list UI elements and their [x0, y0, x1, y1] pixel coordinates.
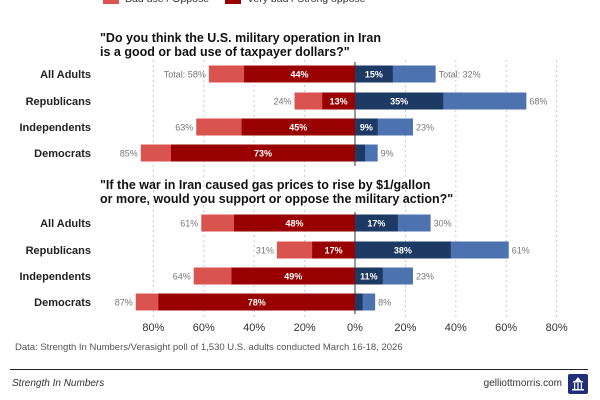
bar-oppose-strong	[322, 92, 355, 110]
label-oppose-strong: 44%	[291, 70, 309, 80]
bar-support-strong	[355, 65, 393, 83]
group-label: Republicans	[26, 96, 91, 108]
bar-oppose-strong	[241, 118, 355, 136]
group-label: Republicans	[26, 245, 91, 257]
group-label: Independents	[19, 271, 91, 283]
label-oppose-total: 64%	[173, 272, 191, 282]
label-oppose-total: Total: 58%	[164, 70, 206, 80]
source-note: Data: Strength In Numbers/Verasight poll…	[15, 342, 403, 353]
capitol-icon	[568, 374, 588, 394]
question-title: or more, would you support or oppose the…	[100, 192, 453, 206]
legend-label-oppose: Bad use / Oppose	[125, 0, 209, 5]
bar-oppose-strong	[312, 241, 355, 259]
label-oppose-strong: 17%	[325, 246, 343, 256]
label-oppose-total: 61%	[180, 219, 198, 229]
label-oppose-strong: 73%	[254, 149, 272, 159]
label-support-strong: 35%	[390, 97, 408, 107]
x-tick-label: 80%	[142, 322, 164, 334]
label-oppose-strong: 13%	[330, 97, 348, 107]
label-oppose-total: 87%	[115, 298, 133, 308]
label-support-total: 61%	[512, 246, 530, 256]
label-support-strong: 11%	[360, 272, 378, 282]
x-tick-label: 0%	[347, 322, 363, 334]
label-oppose-strong: 78%	[248, 298, 266, 308]
group-label: Independents	[19, 122, 91, 134]
x-tick-label: 20%	[394, 322, 416, 334]
label-support-total: 23%	[416, 123, 434, 133]
bar-oppose-strong	[158, 293, 355, 311]
label-oppose-total: 24%	[274, 97, 292, 107]
label-oppose-strong: 45%	[289, 123, 307, 133]
question-title: "Do you think the U.S. military operatio…	[100, 31, 381, 45]
label-support-total: 30%	[434, 219, 452, 229]
bar-support-strong	[355, 214, 398, 232]
label-support-total: 8%	[378, 298, 391, 308]
label-support-total: 23%	[416, 272, 434, 282]
group-label: All Adults	[40, 218, 91, 230]
x-tick-label: 60%	[495, 322, 517, 334]
group-label: All Adults	[40, 69, 91, 81]
bar-support-strong	[355, 144, 366, 162]
group-label: Democrats	[34, 297, 91, 309]
x-tick-label: 40%	[243, 322, 265, 334]
bar-oppose-strong	[231, 267, 355, 285]
label-support-total: 9%	[381, 149, 394, 159]
x-tick-label: 40%	[445, 322, 467, 334]
footer-site-link[interactable]: gelliottmorris.com	[483, 378, 562, 389]
footer-divider	[10, 369, 588, 370]
bar-support-strong	[355, 241, 451, 259]
question-title: "If the war in Iran caused gas prices to…	[100, 178, 430, 192]
legend-swatch-oppose	[103, 0, 119, 4]
label-support-strong: 15%	[365, 70, 383, 80]
bar-support-strong	[355, 92, 444, 110]
label-oppose-strong: 49%	[284, 272, 302, 282]
label-support-strong: 38%	[394, 246, 412, 256]
footer-org: Strength In Numbers	[12, 378, 105, 389]
label-support-strong: 9%	[360, 123, 373, 133]
label-support-total: 68%	[529, 97, 547, 107]
x-tick-label: 80%	[546, 322, 568, 334]
label-oppose-strong: 48%	[286, 219, 304, 229]
x-tick-label: 20%	[294, 322, 316, 334]
group-label: Democrats	[34, 148, 91, 160]
legend-swatch-strong-oppose	[225, 0, 241, 4]
label-support-strong: 17%	[367, 219, 385, 229]
question-title: is a good or bad use of taxpayer dollars…	[100, 45, 350, 59]
x-tick-label: 60%	[193, 322, 215, 334]
bar-oppose-strong	[234, 214, 355, 232]
bar-oppose-strong	[171, 144, 355, 162]
bar-support-strong	[355, 293, 363, 311]
legend-label-strong-oppose: Very bad / Strong oppose	[247, 0, 366, 5]
bar-support-strong	[355, 267, 383, 285]
bar-support-strong	[355, 118, 378, 136]
label-oppose-total: 85%	[120, 149, 138, 159]
label-support-total: Total: 32%	[439, 70, 481, 80]
label-oppose-total: 63%	[175, 123, 193, 133]
label-oppose-total: 31%	[256, 246, 274, 256]
bar-oppose-strong	[244, 65, 355, 83]
